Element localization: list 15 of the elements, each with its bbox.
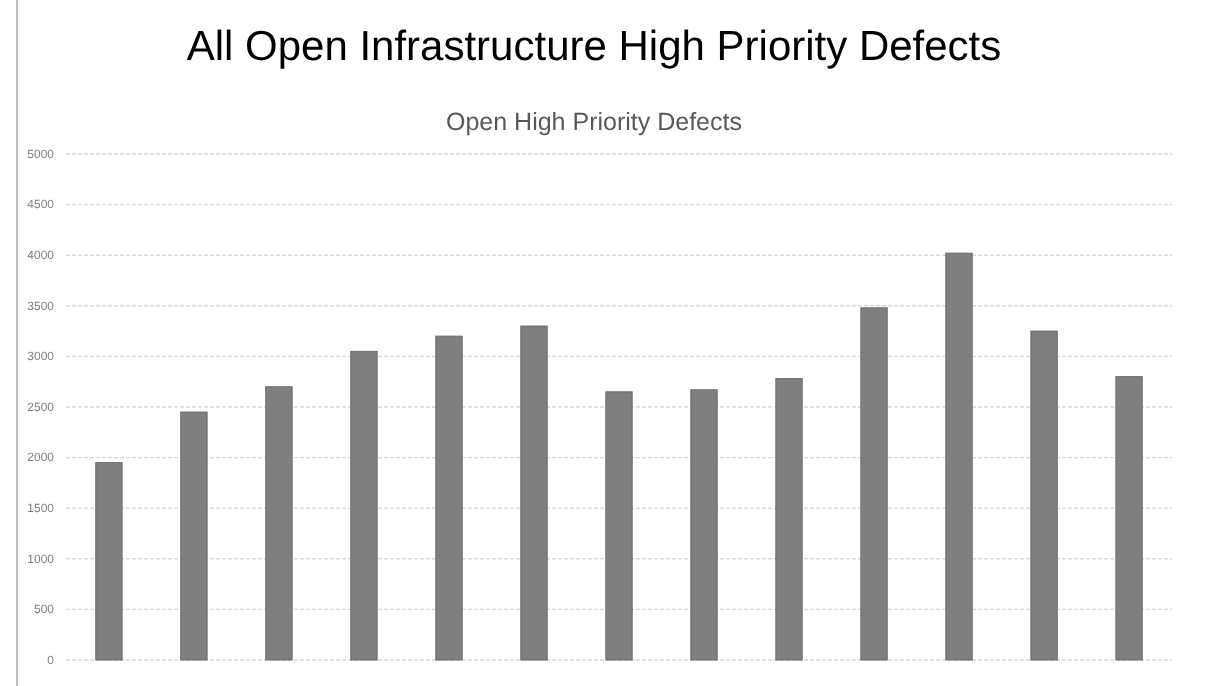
bar xyxy=(1115,376,1143,661)
bar xyxy=(265,386,293,661)
bar xyxy=(775,378,803,661)
chart-subtitle: Open High Priority Defects xyxy=(446,108,742,136)
bar xyxy=(860,307,888,661)
bar xyxy=(435,335,463,661)
bar xyxy=(1030,330,1058,661)
chart-title: All Open Infrastructure High Priority Defects xyxy=(186,24,1002,70)
bar xyxy=(350,350,378,661)
bar xyxy=(690,389,718,661)
bar xyxy=(95,462,123,661)
bar xyxy=(520,325,548,661)
bar xyxy=(605,391,633,661)
bar xyxy=(945,252,973,661)
bar xyxy=(180,411,208,661)
